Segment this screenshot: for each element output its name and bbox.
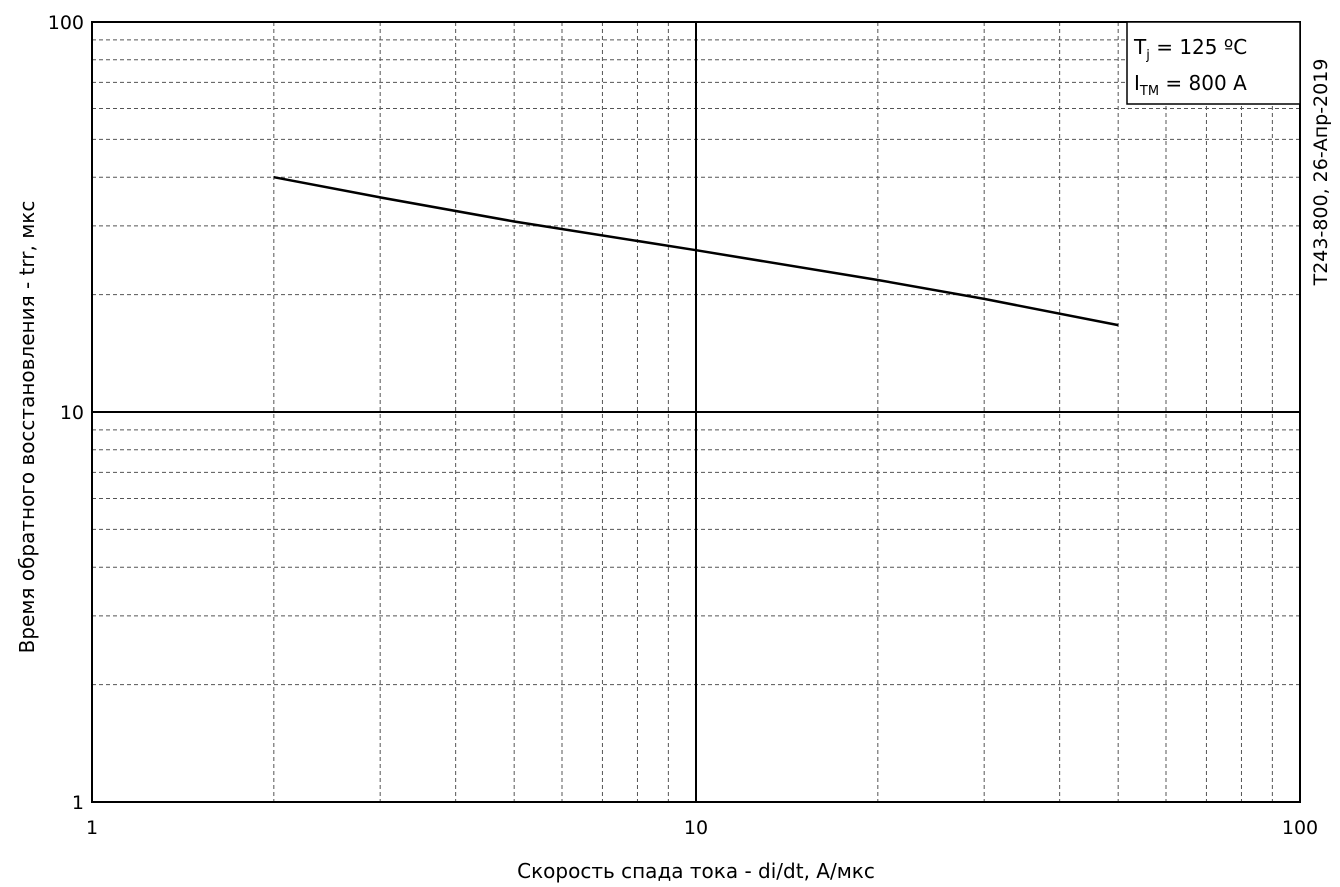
x-tick-label: 1 [86, 817, 98, 839]
y-tick-label: 10 [60, 402, 84, 424]
major-gridlines [92, 22, 1300, 802]
condition-on-state-current: ITM = 800 A [1134, 71, 1247, 99]
condition-junction-temperature: Tj = 125 ºC [1133, 35, 1247, 63]
condition-subscript: j [1145, 48, 1150, 63]
condition-value: = 800 A [1159, 71, 1247, 95]
y-tick-label: 1 [72, 792, 84, 814]
y-axis-tick-labels: 1 10 100 [48, 12, 84, 814]
chart-side-note: Т243-800, 26-Апр-2019 [1310, 59, 1332, 287]
y-axis-title: Время обратного восстановления - trr, мк… [15, 201, 39, 654]
plot-area-frame [91, 21, 1301, 803]
series-layer [273, 175, 1119, 327]
condition-symbol: I [1134, 71, 1140, 95]
x-axis-tick-labels: 1 10 100 [86, 817, 1318, 839]
x-tick-label: 10 [684, 817, 708, 839]
x-tick-label: 100 [1282, 817, 1318, 839]
condition-symbol: T [1133, 35, 1147, 59]
x-axis-title: Скорость спада тока - di/dt, А/мкс [517, 859, 875, 883]
y-tick-label: 100 [48, 12, 84, 34]
condition-value: = 125 ºC [1150, 35, 1247, 59]
conditions-box-frame [1126, 21, 1301, 105]
series-line-0 [273, 175, 1119, 327]
conditions-box: Tj = 125 ºC ITM = 800 A [1126, 21, 1301, 105]
condition-subscript: TM [1139, 84, 1159, 99]
